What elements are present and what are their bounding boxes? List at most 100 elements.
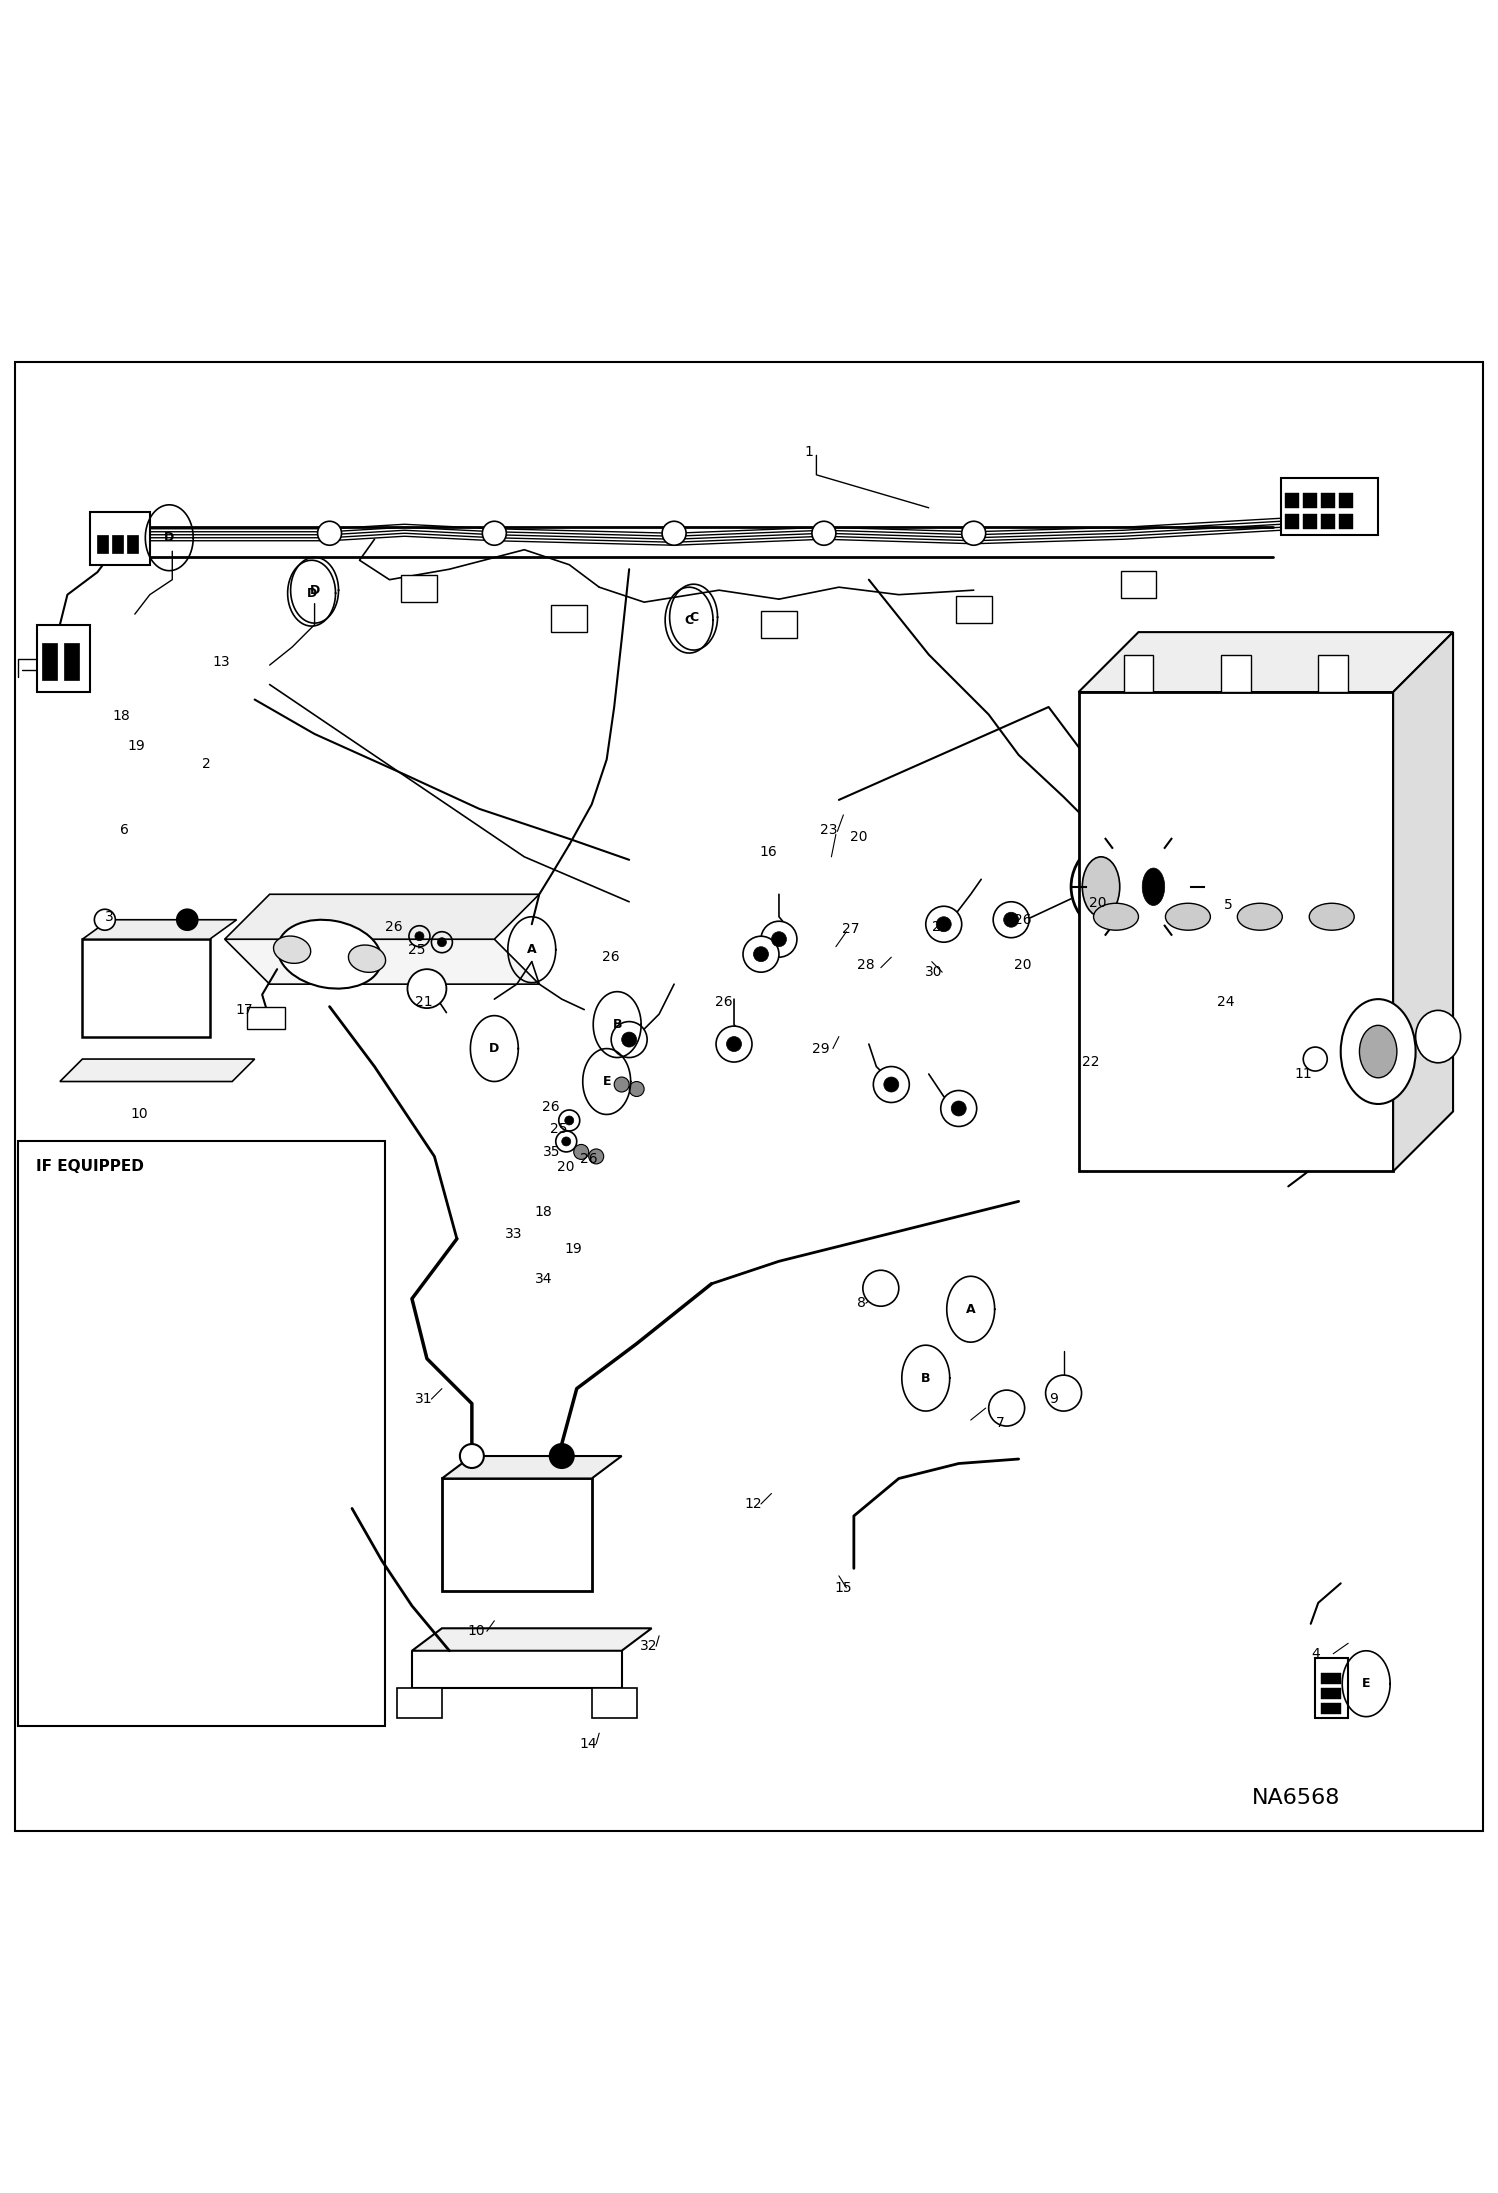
Text: NA6568: NA6568 [1252,1787,1341,1807]
Circle shape [565,1116,574,1125]
Text: 26: 26 [932,921,950,934]
Polygon shape [60,1059,255,1081]
Text: 26: 26 [602,950,620,965]
Text: 1: 1 [804,445,813,458]
Circle shape [941,1090,977,1127]
Text: 6: 6 [120,822,129,838]
Ellipse shape [1309,904,1354,930]
Bar [1321,1704,1341,1713]
Text: D: D [310,583,319,596]
Text: 26: 26 [580,1151,598,1167]
Polygon shape [442,1456,622,1478]
Bar [401,575,437,603]
Text: 26: 26 [1014,912,1032,928]
Bar [112,535,123,553]
Ellipse shape [1071,831,1206,943]
Bar [1321,513,1335,529]
Bar [247,1007,285,1029]
Bar [1285,493,1299,509]
Text: 20: 20 [557,1160,575,1173]
Circle shape [415,932,424,941]
Circle shape [812,522,836,546]
Text: A: A [966,1303,975,1316]
Text: 23: 23 [819,822,837,838]
Bar [1285,513,1299,529]
Text: 4: 4 [1311,1647,1320,1660]
Ellipse shape [1082,857,1119,917]
Polygon shape [412,1627,652,1651]
Text: 33: 33 [505,1228,523,1241]
Text: 2: 2 [202,757,211,772]
Polygon shape [1079,693,1393,1171]
Ellipse shape [1341,1000,1416,1103]
Circle shape [460,1443,484,1467]
Circle shape [743,936,779,971]
Bar [1321,493,1335,509]
Bar [956,596,992,623]
Text: 20: 20 [1089,897,1107,910]
Ellipse shape [1237,904,1282,930]
Polygon shape [225,895,539,939]
Text: 20: 20 [1014,958,1032,971]
Bar [18,1140,385,1726]
Text: C: C [685,614,694,627]
Bar [1121,570,1156,599]
Text: 20: 20 [849,831,867,844]
Ellipse shape [349,945,385,971]
Circle shape [574,1145,589,1160]
Text: 7: 7 [996,1417,1005,1430]
Text: 16: 16 [759,844,777,860]
Circle shape [993,901,1029,939]
Text: 24: 24 [1216,996,1234,1009]
Text: 12: 12 [745,1498,762,1511]
Bar [592,1689,637,1717]
Circle shape [611,1022,647,1057]
Bar [1321,1689,1341,1700]
Ellipse shape [1416,1011,1461,1064]
Bar [97,535,108,553]
Circle shape [761,921,797,956]
Text: 28: 28 [857,958,875,971]
Ellipse shape [277,919,382,989]
Bar [1303,493,1317,509]
Text: 26: 26 [385,921,403,934]
Circle shape [884,1077,899,1092]
Bar [1124,654,1153,693]
Bar [42,643,57,680]
Text: 18: 18 [112,708,130,724]
Circle shape [873,1066,909,1103]
Text: 21: 21 [415,996,433,1009]
Text: 26: 26 [542,1101,560,1114]
Text: 15: 15 [834,1581,852,1594]
Text: 26: 26 [715,996,733,1009]
Text: 19: 19 [127,739,145,752]
Text: 35: 35 [542,1145,560,1158]
Circle shape [1046,1375,1082,1410]
Circle shape [407,969,446,1009]
Bar [1321,1673,1341,1684]
Text: 8: 8 [857,1296,866,1309]
Text: 32: 32 [640,1638,658,1654]
Bar [442,1478,592,1590]
Text: B: B [921,1371,930,1384]
Bar [761,612,797,638]
Circle shape [437,939,446,947]
Bar [397,1689,442,1717]
Text: 3: 3 [105,910,114,923]
Circle shape [589,1149,604,1164]
Text: 14: 14 [580,1737,598,1750]
Circle shape [550,1443,574,1467]
Circle shape [936,917,951,932]
Circle shape [662,522,686,546]
Circle shape [614,1077,629,1092]
Bar [551,605,587,632]
Text: B: B [613,1018,622,1031]
Bar [82,939,210,1037]
Polygon shape [225,939,539,985]
Text: 11: 11 [1294,1068,1312,1081]
Circle shape [962,522,986,546]
Text: 27: 27 [842,921,860,936]
Text: 18: 18 [535,1204,553,1219]
Text: 34: 34 [535,1272,553,1287]
Circle shape [1303,1046,1327,1070]
